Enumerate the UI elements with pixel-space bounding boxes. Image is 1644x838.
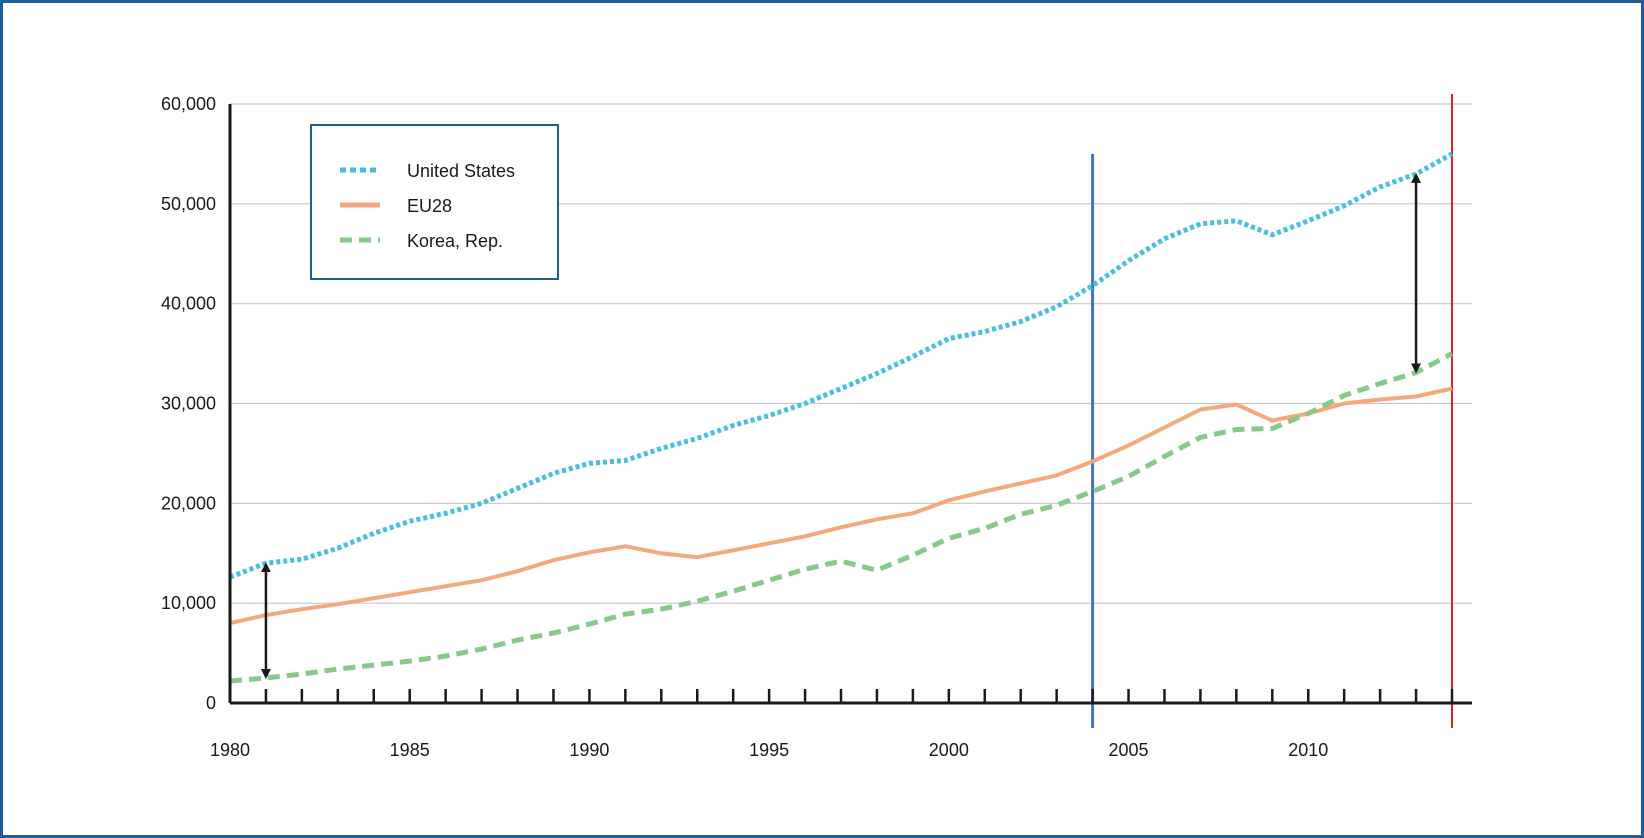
series-line-united-states	[229, 151, 1454, 580]
gap-arrows	[260, 172, 1422, 680]
x-tick-label-1995: 1995	[749, 740, 789, 760]
legend-box	[310, 124, 559, 280]
series-lines	[229, 151, 1454, 684]
series-line-korea-rep	[229, 351, 1454, 684]
x-tick-label-2000: 2000	[929, 740, 969, 760]
legend: United States EU28 Korea, Rep.	[310, 124, 559, 280]
x-tick-label-1980: 1980	[210, 740, 250, 760]
reference-lines	[1091, 94, 1453, 728]
x-tick-label-2005: 2005	[1109, 740, 1149, 760]
axes: 0 10,000 20,000 30,000 40,000 50,000 60,000 198…	[161, 94, 1472, 760]
x-tick-label-1990: 1990	[569, 740, 609, 760]
y-tick-label-50000: 50,000	[161, 194, 216, 214]
x-tick-label-1985: 1985	[390, 740, 430, 760]
series-line-eu28	[229, 386, 1453, 626]
x-tick-label-2010: 2010	[1288, 740, 1328, 760]
y-tick-label-40000: 40,000	[161, 294, 216, 314]
y-tick-label-10000: 10,000	[161, 593, 216, 613]
y-tick-label-30000: 30,000	[161, 394, 216, 414]
legend-label-eu28: EU28	[407, 196, 452, 216]
legend-label-korea: Korea, Rep.	[407, 231, 503, 251]
y-tick-label-20000: 20,000	[161, 493, 216, 513]
y-tick-label-0: 0	[206, 693, 216, 713]
legend-label-united-states: United States	[407, 161, 515, 181]
y-tick-label-60000: 60,000	[161, 94, 216, 114]
